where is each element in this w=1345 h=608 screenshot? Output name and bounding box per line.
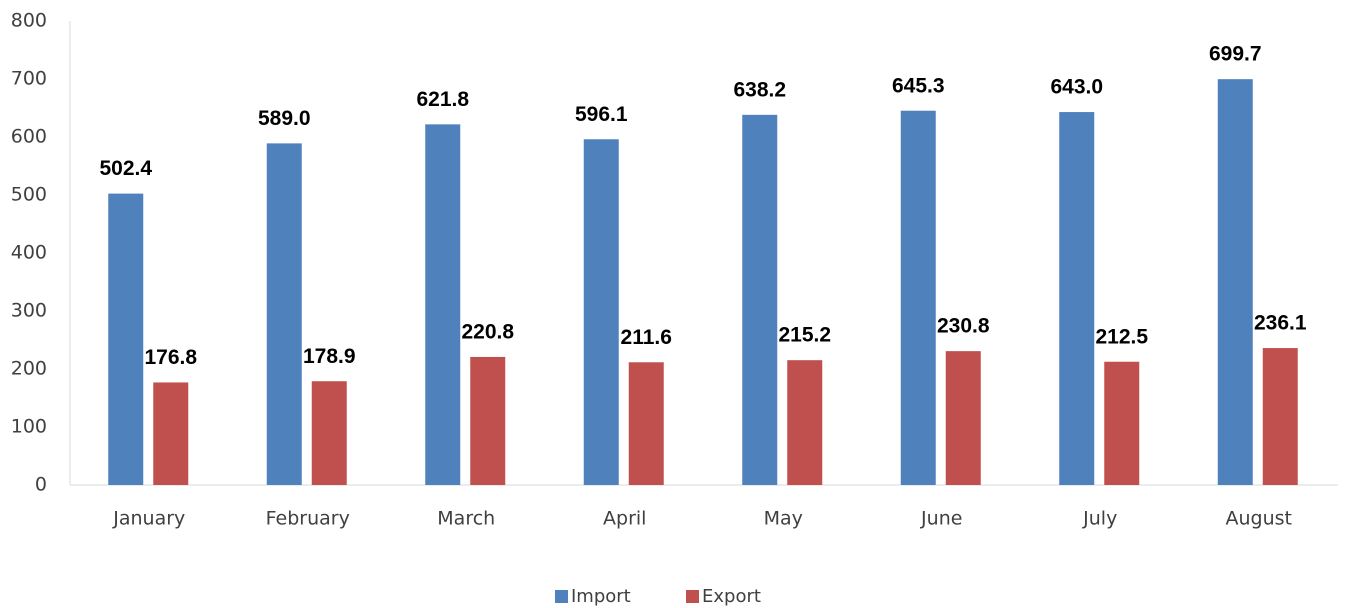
- x-tick-label: January: [112, 508, 185, 530]
- y-tick-label: 300: [11, 300, 47, 322]
- legend-label: Import: [571, 586, 631, 607]
- x-tick-label: March: [437, 508, 495, 530]
- bar: [311, 381, 347, 485]
- bar: [1262, 348, 1298, 485]
- value-label: 230.8: [937, 315, 990, 338]
- y-tick-label: 600: [11, 126, 47, 148]
- y-tick-label: 800: [11, 10, 47, 32]
- x-tick-label: May: [764, 508, 803, 530]
- y-tick-label: 0: [35, 474, 47, 496]
- y-tick-label: 200: [11, 358, 47, 380]
- value-label: 176.8: [144, 346, 197, 369]
- value-label: 211.6: [621, 326, 672, 349]
- bar: [1217, 79, 1253, 485]
- x-tick-label: August: [1226, 508, 1293, 530]
- value-label: 236.1: [1254, 312, 1307, 335]
- x-tick-label: February: [266, 508, 350, 530]
- bar: [153, 382, 189, 485]
- bar: [108, 193, 144, 485]
- value-label: 596.1: [575, 103, 628, 126]
- value-label: 502.4: [99, 157, 152, 180]
- bar: [900, 110, 936, 485]
- y-tick-label: 700: [11, 68, 47, 90]
- y-tick-label: 100: [11, 416, 47, 438]
- bar: [425, 124, 461, 485]
- value-label: 621.8: [416, 88, 469, 111]
- value-label: 220.8: [461, 320, 514, 343]
- bar: [1059, 112, 1095, 485]
- legend-swatch: [686, 590, 699, 603]
- value-label: 638.2: [733, 78, 786, 101]
- bar: [628, 362, 664, 485]
- value-label: 212.5: [1095, 325, 1148, 348]
- bar: [470, 356, 506, 485]
- value-label: 178.9: [303, 345, 356, 368]
- value-label: 699.7: [1209, 43, 1262, 66]
- bar: [1104, 361, 1140, 485]
- bar: [583, 139, 619, 485]
- x-tick-label: June: [920, 508, 962, 530]
- legend-swatch: [555, 590, 568, 603]
- y-tick-label: 400: [11, 242, 47, 264]
- bar: [742, 114, 778, 486]
- value-label: 645.3: [892, 74, 945, 97]
- value-label: 215.2: [778, 324, 831, 347]
- value-label: 589.0: [258, 107, 311, 130]
- y-tick-label: 500: [11, 184, 47, 206]
- x-tick-label: April: [603, 508, 646, 530]
- legend-label: Export: [702, 586, 761, 607]
- bar: [945, 351, 981, 485]
- x-tick-label: July: [1082, 508, 1117, 530]
- value-label: 643.0: [1050, 76, 1103, 99]
- bar: [266, 143, 302, 485]
- bar: [787, 360, 823, 485]
